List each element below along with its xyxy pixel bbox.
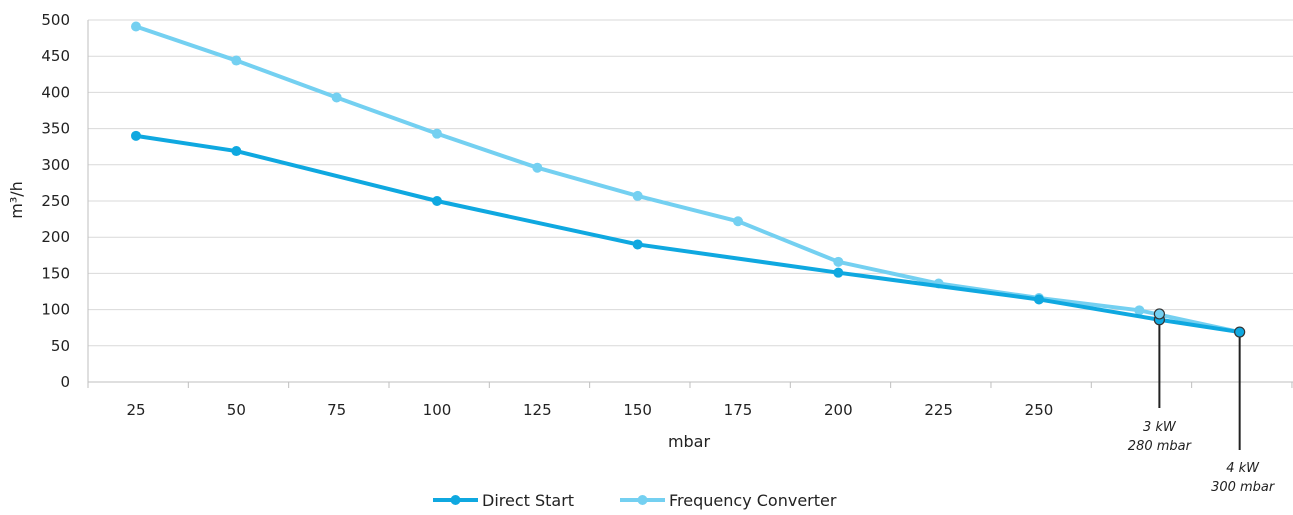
axes <box>88 20 1293 388</box>
data-point <box>131 131 141 141</box>
x-tick-labels: 25 50 75 100 125 150 175 200 225 250 <box>126 401 1053 419</box>
y-tick-label: 500 <box>41 11 70 29</box>
x-tick-label: 150 <box>623 401 652 419</box>
y-tick-label: 250 <box>41 192 70 210</box>
x-tick-label: 175 <box>724 401 753 419</box>
x-tick-label: 100 <box>423 401 452 419</box>
legend-swatch-marker <box>638 495 648 505</box>
data-point <box>633 191 643 201</box>
y-tick-label: 200 <box>41 228 70 246</box>
data-point <box>231 56 241 66</box>
x-tick-label: 25 <box>126 401 145 419</box>
x-tick-label: 50 <box>227 401 246 419</box>
data-point <box>833 268 843 278</box>
y-tick-label: 0 <box>60 373 70 391</box>
y-tick-label: 450 <box>41 47 70 65</box>
annotation-power: 3 kW <box>1143 420 1177 435</box>
y-tick-label: 50 <box>51 337 70 355</box>
annotation-marker <box>1154 309 1164 319</box>
data-point <box>532 163 542 173</box>
y-tick-labels: 0 50 100 150 200 250 300 350 400 450 500 <box>41 11 70 391</box>
legend-swatch-marker <box>451 495 461 505</box>
data-point <box>833 257 843 267</box>
y-axis-title: m³/h <box>7 181 26 219</box>
legend-label: Frequency Converter <box>669 491 837 510</box>
x-tick-label: 125 <box>523 401 552 419</box>
x-tick-label: 75 <box>327 401 346 419</box>
data-point <box>131 22 141 32</box>
data-point <box>633 239 643 249</box>
y-tick-label: 100 <box>41 301 70 319</box>
annotation-pressure: 300 mbar <box>1211 480 1276 495</box>
series-line <box>136 27 1240 333</box>
legend-label: Direct Start <box>482 491 574 510</box>
data-point <box>733 216 743 226</box>
data-point <box>332 92 342 102</box>
annotation-marker <box>1235 327 1245 337</box>
annotation-power: 4 kW <box>1226 461 1260 476</box>
y-tick-label: 150 <box>41 264 70 282</box>
y-tick-label: 350 <box>41 120 70 138</box>
annotations: 3 kW 280 mbar 4 kW 300 mbar <box>1128 309 1276 495</box>
data-point <box>231 146 241 156</box>
data-point <box>432 129 442 139</box>
data-point <box>1034 294 1044 304</box>
series-group <box>131 22 1245 338</box>
x-axis-title: mbar <box>668 432 711 451</box>
grid-lines <box>88 20 1293 346</box>
x-tick-label: 250 <box>1025 401 1054 419</box>
legend: Direct Start Frequency Converter <box>433 491 837 510</box>
annotation-pressure: 280 mbar <box>1128 439 1193 454</box>
y-tick-label: 400 <box>41 83 70 101</box>
x-tick-label: 200 <box>824 401 853 419</box>
data-point <box>432 196 442 206</box>
y-tick-label: 300 <box>41 156 70 174</box>
x-tick-label: 225 <box>924 401 953 419</box>
